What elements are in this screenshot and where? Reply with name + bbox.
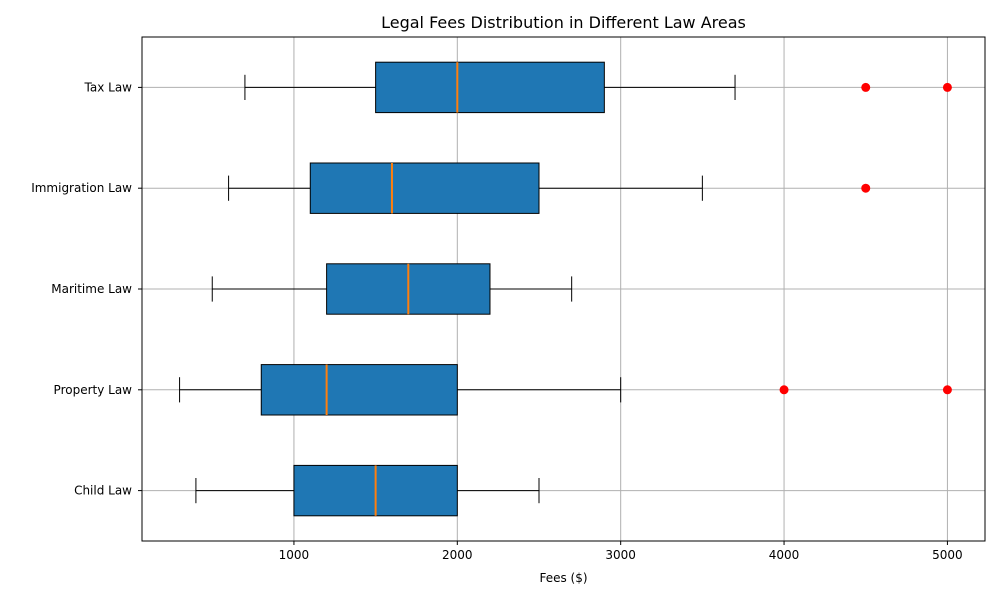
y-tick-label: Maritime Law (51, 282, 132, 296)
y-tick-label: Tax Law (84, 80, 133, 94)
box-group (195, 464, 540, 517)
x-tick-label: 3000 (605, 548, 636, 562)
iqr-box (309, 162, 540, 214)
chart-title: Legal Fees Distribution in Different Law… (381, 13, 746, 32)
iqr-box (260, 364, 458, 416)
y-tick-label: Immigration Law (31, 181, 132, 195)
x-tick-label: 1000 (279, 548, 310, 562)
x-tick-label: 5000 (932, 548, 963, 562)
tick-layer: 1000 2000 3000 4000 5000 Child Law Property La… (31, 80, 963, 562)
iqr-box (375, 61, 605, 114)
box-group (228, 162, 871, 214)
outlier-point (861, 82, 871, 92)
box-group (179, 364, 952, 416)
x-tick-label: 4000 (769, 548, 800, 562)
y-tick-label: Property Law (54, 383, 133, 397)
box-group (211, 263, 573, 315)
outlier-point (861, 183, 871, 193)
outlier-point (779, 385, 789, 395)
outlier-point (942, 385, 952, 395)
x-axis-label: Fees ($) (539, 571, 587, 585)
box-layer (179, 61, 952, 517)
x-tick-label: 2000 (442, 548, 473, 562)
outlier-point (942, 82, 952, 92)
box-group (244, 61, 952, 114)
y-tick-label: Child Law (74, 484, 132, 498)
